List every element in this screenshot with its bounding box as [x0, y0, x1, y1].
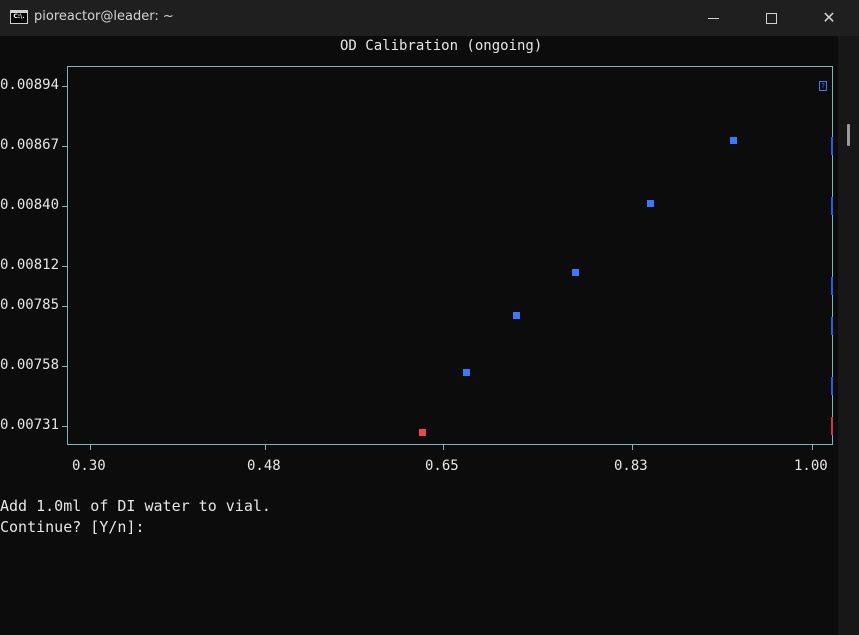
- y-tick-mark: [62, 306, 67, 307]
- terminal-app-icon: C:\.: [10, 10, 28, 24]
- y-tick-label: 0.00867: [0, 137, 60, 153]
- edge-marker: [831, 277, 833, 295]
- window-titlebar: C:\. pioreactor@leader: ~ ✕: [0, 0, 859, 36]
- edge-marker: [831, 137, 833, 155]
- y-tick-label: 0.00731: [0, 417, 60, 433]
- data-point: [729, 137, 737, 145]
- terminal-output[interactable]: [0, 36, 838, 635]
- y-tick-mark: [62, 426, 67, 427]
- minimize-button[interactable]: [684, 0, 742, 36]
- y-tick-label: 0.00894: [0, 77, 60, 93]
- x-tick-label: 0.65: [425, 458, 459, 474]
- x-tick-label: 0.30: [72, 458, 106, 474]
- x-tick-mark: [265, 445, 266, 450]
- data-point: [513, 312, 521, 320]
- edge-marker: [831, 197, 833, 215]
- close-icon: ✕: [822, 8, 836, 27]
- y-tick-label: 0.00840: [0, 197, 60, 213]
- x-tick-label: 1.00: [794, 458, 828, 474]
- y-tick-mark: [62, 86, 67, 87]
- legend-marker-icon: ?: [819, 81, 827, 91]
- y-tick-mark: [62, 206, 67, 207]
- x-tick-label: 0.48: [247, 458, 281, 474]
- edge-marker: [831, 317, 833, 335]
- maximize-button[interactable]: [742, 0, 800, 36]
- x-tick-mark: [632, 445, 633, 450]
- maximize-icon: [765, 12, 777, 24]
- y-tick-label: 0.00758: [0, 357, 60, 373]
- y-tick-mark: [62, 266, 67, 267]
- data-point: [419, 429, 427, 437]
- data-point: [571, 268, 579, 276]
- x-tick-mark: [90, 445, 91, 450]
- data-point: [647, 199, 655, 207]
- x-tick-mark: [812, 445, 813, 450]
- y-tick-mark: [62, 146, 67, 147]
- minimize-icon: [707, 17, 719, 19]
- window-title: pioreactor@leader: ~: [34, 9, 174, 24]
- edge-marker: [831, 417, 833, 435]
- y-tick-mark: [62, 366, 67, 367]
- y-tick-label: 0.00812: [0, 257, 60, 273]
- x-tick-label: 0.83: [614, 458, 648, 474]
- prompt-question[interactable]: Continue? [Y/n]:: [0, 518, 154, 536]
- scrollbar[interactable]: [838, 36, 859, 635]
- chart-title: OD Calibration (ongoing): [340, 38, 543, 54]
- y-tick-label: 0.00785: [0, 297, 60, 313]
- prompt-instruction: Add 1.0ml of DI water to vial.: [0, 497, 271, 515]
- plot-frame: [67, 66, 833, 445]
- x-tick-mark: [443, 445, 444, 450]
- data-point: [463, 368, 471, 376]
- scrollbar-thumb[interactable]: [847, 124, 850, 146]
- close-button[interactable]: ✕: [800, 0, 858, 36]
- edge-marker: [831, 377, 833, 395]
